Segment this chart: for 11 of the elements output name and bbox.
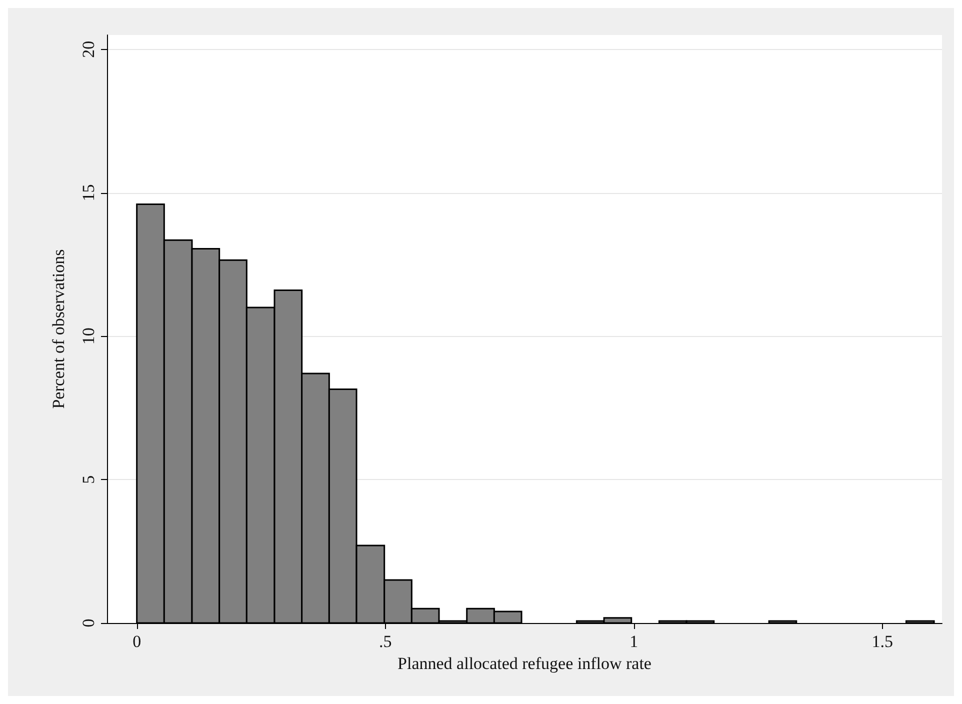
x-tick-label: .5: [378, 632, 392, 651]
y-tick-label: 0: [79, 618, 98, 628]
y-tick-label: 5: [79, 475, 98, 484]
x-tick-label: 1.5: [872, 632, 893, 651]
x-tick-label: 0: [132, 632, 142, 651]
y-tick-label: 20: [79, 40, 98, 58]
y-tick-label: 10: [79, 328, 98, 345]
x-tick-label: 1: [630, 632, 638, 651]
y-axis-title: Percent of observations: [49, 249, 68, 409]
x-axis-title: Planned allocated refugee inflow rate: [398, 654, 652, 673]
y-tick-label: 15: [79, 184, 98, 202]
